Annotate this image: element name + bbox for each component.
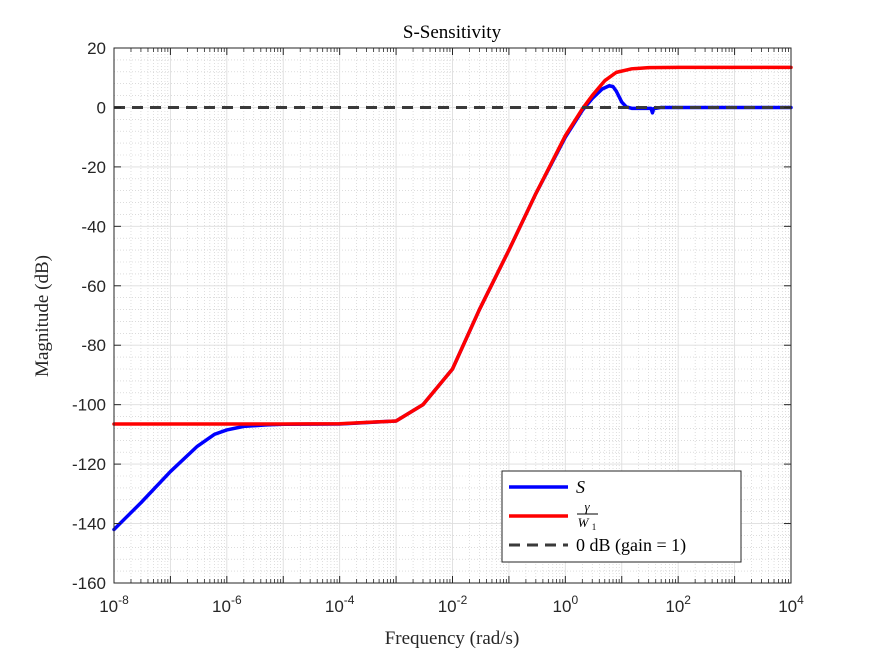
y-axis-label: Magnitude (dB)	[32, 255, 53, 377]
legend-fraction-denominator-sub: 1	[592, 522, 597, 532]
x-tick-label: 10-4	[325, 593, 355, 616]
legend-label-gamma-w1: γ W 1	[577, 499, 598, 532]
y-tick-label: 20	[87, 39, 106, 58]
x-tick-label: 104	[778, 593, 804, 616]
legend-fraction-denominator-w: W	[578, 515, 590, 530]
y-tick-label: -160	[72, 574, 106, 593]
y-tick-label: -100	[72, 396, 106, 415]
x-tick-label: 10-6	[212, 593, 242, 616]
x-axis-label: Frequency (rad/s)	[385, 628, 520, 649]
x-tick-label: 102	[665, 593, 691, 616]
y-tick-label: 0	[97, 98, 106, 117]
legend: S γ W 1 0 dB (gain = 1)	[501, 470, 742, 563]
legend-fraction-numerator: γ	[584, 499, 590, 514]
y-tick-label: -80	[81, 336, 106, 355]
legend-label-s: S	[576, 477, 585, 497]
y-tick-label: -60	[81, 277, 106, 296]
y-tick-label: -40	[81, 217, 106, 236]
chart-title: S-Sensitivity	[403, 22, 502, 43]
y-tick-label: -120	[72, 455, 106, 474]
y-tick-labels: 20 0 -20 -40 -60 -80 -100 -120 -140 -160	[72, 39, 106, 593]
x-tick-label: 10-8	[99, 593, 129, 616]
tick-marks	[113, 47, 792, 584]
series-line-1	[112, 65, 793, 426]
y-tick-label: -140	[72, 515, 106, 534]
x-tick-label: 100	[553, 593, 579, 616]
y-tick-label: -20	[81, 158, 106, 177]
x-tick-label: 10-2	[438, 593, 468, 616]
series-layer	[112, 65, 793, 532]
legend-label-0db: 0 dB (gain = 1)	[576, 535, 686, 556]
x-tick-labels: 10-8 10-6 10-4 10-2 100 102 104	[99, 593, 804, 616]
